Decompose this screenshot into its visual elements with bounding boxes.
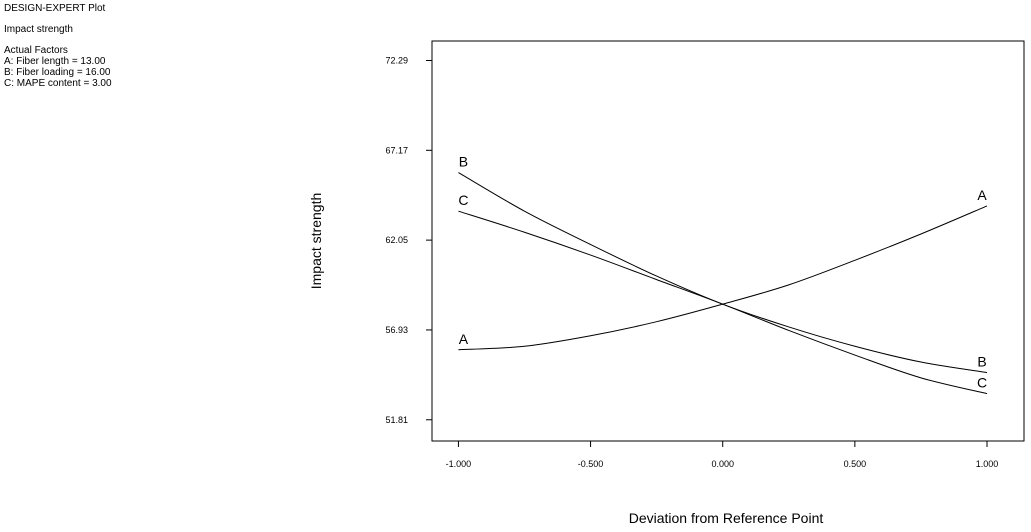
factor-a: A: Fiber length = 13.00	[4, 56, 106, 67]
series-line-c	[458, 210, 988, 395]
factors-title: Actual Factors	[4, 45, 68, 56]
response-name: Impact strength	[4, 24, 73, 35]
series-line-a	[458, 205, 988, 351]
factor-c: C: MAPE content = 3.00	[4, 78, 112, 89]
x-tick-label: -1.000	[446, 459, 472, 469]
x-tick-label: 0.000	[711, 459, 734, 469]
x-axis-ticks: -1.000 -0.500 0.000 0.500 1.000	[446, 441, 999, 469]
series-label-start: B	[459, 154, 468, 170]
series-label-end: B	[977, 354, 986, 370]
y-tick-label: 56.93	[385, 325, 408, 335]
y-axis-label: Impact strength	[308, 193, 324, 290]
series-label-start: A	[459, 331, 469, 347]
y-tick-label: 72.29	[385, 55, 408, 65]
x-tick-label: 0.500	[844, 459, 867, 469]
y-axis-ticks: 51.81 56.93 62.05 67.17 72.29	[385, 55, 432, 425]
series-label-end: C	[977, 375, 987, 391]
x-axis-label: Deviation from Reference Point	[629, 510, 824, 526]
series-line-b	[458, 172, 988, 374]
program-name: DESIGN-EXPERT Plot	[4, 3, 106, 14]
y-tick-label: 67.17	[385, 145, 408, 155]
factor-b: B: Fiber loading = 16.00	[4, 67, 111, 78]
series-label-end: A	[977, 187, 987, 203]
series-label-start: C	[458, 192, 468, 208]
y-tick-label: 62.05	[385, 235, 408, 245]
y-tick-label: 51.81	[385, 415, 408, 425]
x-tick-label: -0.500	[578, 459, 604, 469]
plot-frame	[431, 40, 1025, 442]
plot-info: DESIGN-EXPERT Plot Impact strength Actua…	[4, 3, 112, 89]
x-tick-label: 1.000	[976, 459, 999, 469]
